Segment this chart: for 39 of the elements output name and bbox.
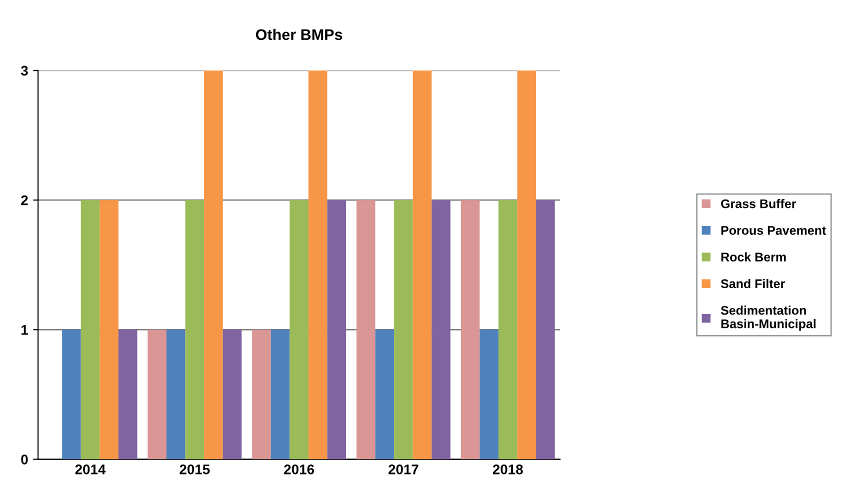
bar (394, 200, 413, 460)
bar (432, 200, 450, 460)
bar (517, 70, 536, 460)
bar (356, 200, 376, 460)
bar (327, 200, 346, 460)
bar (270, 330, 290, 460)
bar (498, 200, 518, 460)
y-tick-label: 0 (21, 454, 28, 464)
bar (412, 70, 432, 460)
y-tick-label: 3 (20, 66, 28, 76)
x-tick-label: 2018 (492, 464, 523, 474)
bar (375, 330, 394, 460)
x-tick-label: 2015 (180, 464, 210, 474)
bar (100, 200, 118, 460)
chart-title: Other BMPs (256, 28, 342, 40)
x-tick-label: 2014 (75, 464, 106, 474)
legend-label: Grass Buffer (721, 199, 796, 208)
bar (222, 330, 242, 460)
bar (460, 200, 480, 460)
y-tick-label: 2 (21, 195, 28, 206)
bar (204, 70, 223, 460)
bar (480, 330, 498, 460)
bar (80, 200, 100, 460)
bar (166, 330, 186, 460)
x-tick-label: 2017 (388, 464, 418, 474)
bar (118, 330, 138, 460)
bar (536, 200, 555, 460)
y-tick-label: 1 (22, 325, 28, 335)
bar (252, 330, 271, 460)
legend-label: Sand Filter (720, 278, 785, 288)
bar (62, 330, 81, 460)
bar (148, 330, 166, 460)
bar (308, 70, 328, 460)
bar (185, 200, 204, 460)
legend-label: Porous Pavement (721, 226, 826, 235)
bar (290, 200, 308, 460)
x-tick-label: 2016 (284, 464, 314, 474)
legend-label: Sedimentation Basin-Municipal (720, 306, 816, 331)
legend-label: Rock Berm (721, 252, 786, 262)
